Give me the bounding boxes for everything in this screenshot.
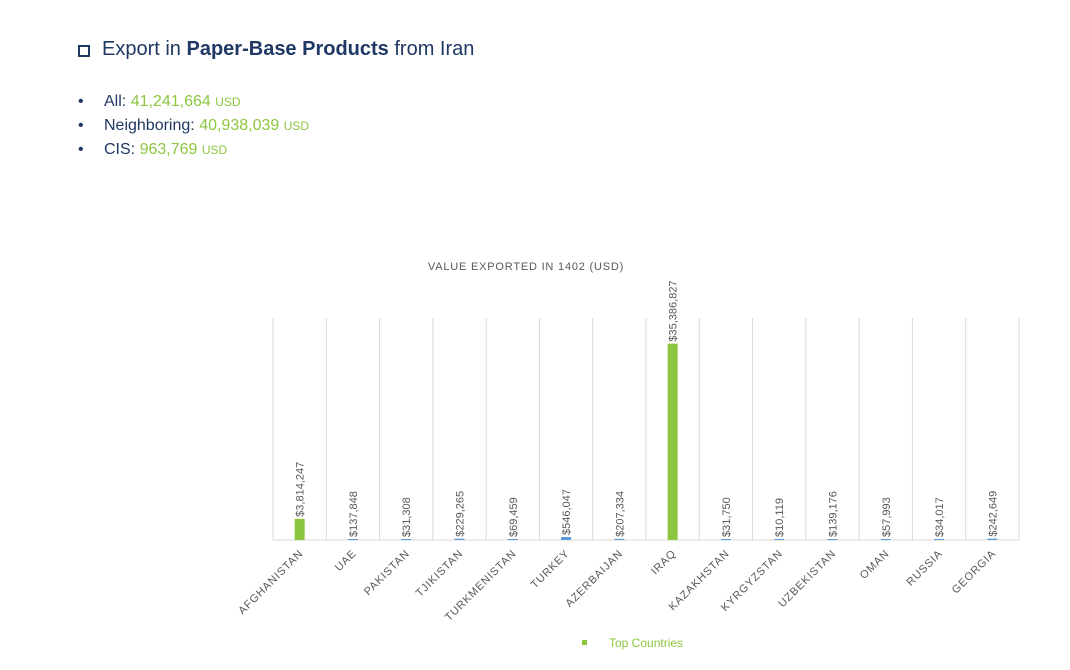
heading-prefix: Export in [102, 38, 181, 60]
data-label: $35,386,827 [668, 280, 680, 341]
legend-swatch [582, 640, 587, 645]
category-label: TURKEY [529, 548, 572, 591]
data-label: $139,176 [828, 491, 840, 537]
data-label: $137,848 [348, 491, 360, 537]
data-label: $229,265 [455, 491, 467, 537]
summary-unit: USD [283, 119, 310, 133]
data-label: $207,334 [614, 491, 626, 537]
summary-unit: USD [215, 95, 241, 109]
summary-value: 963,769 [139, 141, 198, 158]
bar-azerbaijan [614, 538, 625, 540]
bar-tjikistan [454, 538, 465, 540]
data-label: $31,750 [721, 497, 733, 537]
data-label: $10,119 [774, 498, 786, 537]
bar-pakistan [401, 539, 412, 540]
checkbox-square-icon [78, 44, 90, 57]
data-label: $242,649 [987, 491, 999, 537]
data-label: $546,047 [561, 489, 573, 535]
bar-uae [347, 539, 358, 540]
category-label: IRAQ [649, 548, 679, 578]
data-label: $31,308 [401, 497, 413, 537]
category-label: AZERBAIJAN [563, 548, 625, 610]
summary-label: CIS: [104, 141, 136, 158]
summary-label: All: [104, 93, 127, 110]
category-label: AFGHANISTAN [236, 548, 305, 617]
bar-turkmenistan [507, 539, 518, 540]
data-label: $34,017 [934, 497, 946, 537]
bar-russia [934, 539, 945, 540]
summary-label: Neighboring: [104, 117, 195, 134]
page-heading: Export in Paper-Base Products from Iran [78, 38, 474, 61]
bar-afghanistan [294, 518, 305, 540]
category-label: TJIKISTAN [414, 548, 466, 600]
summary-value: 40,938,039 [199, 117, 280, 134]
bullet-icon: • [78, 93, 84, 110]
category-label: UAE [333, 548, 359, 574]
bar-kazakhstan [720, 539, 731, 540]
bar-turkey [561, 536, 572, 540]
summary-unit: USD [201, 143, 228, 157]
data-label: $3,814,247 [295, 462, 307, 517]
summary-item-neighboring: • Neighboring: 40,938,039 USD [78, 114, 309, 138]
bar-kyrgyzstan [774, 539, 785, 540]
summary-value: 41,241,664 [130, 93, 211, 110]
bar-uzbekistan [827, 539, 838, 540]
summary-item-cis: • CIS: 963,769 USD [78, 138, 309, 162]
category-label: UZBEKISTAN [776, 548, 838, 610]
summary-list: • All: 41,241,664 USD • Neighboring: 40,93… [78, 90, 309, 162]
chart-title: VALUE EXPORTED IN 1402 (USD) [428, 261, 624, 273]
category-label: PAKISTAN [362, 548, 412, 598]
heading-product: Paper-Base Products [186, 38, 389, 60]
bar-oman [880, 539, 891, 540]
bar-iraq [667, 343, 678, 540]
data-label: $57,993 [881, 497, 893, 537]
category-label: OMAN [858, 548, 892, 582]
bar-georgia [987, 538, 998, 540]
summary-item-all: • All: 41,241,664 USD [78, 90, 309, 114]
heading-suffix: from Iran [394, 38, 475, 60]
legend-label: Top Countries [609, 636, 683, 650]
bullet-icon: • [78, 117, 84, 134]
category-label: RUSSIA [904, 548, 945, 589]
data-label: $69,459 [508, 497, 520, 537]
bullet-icon: • [78, 141, 84, 158]
category-label: GEORGIA [950, 548, 999, 597]
